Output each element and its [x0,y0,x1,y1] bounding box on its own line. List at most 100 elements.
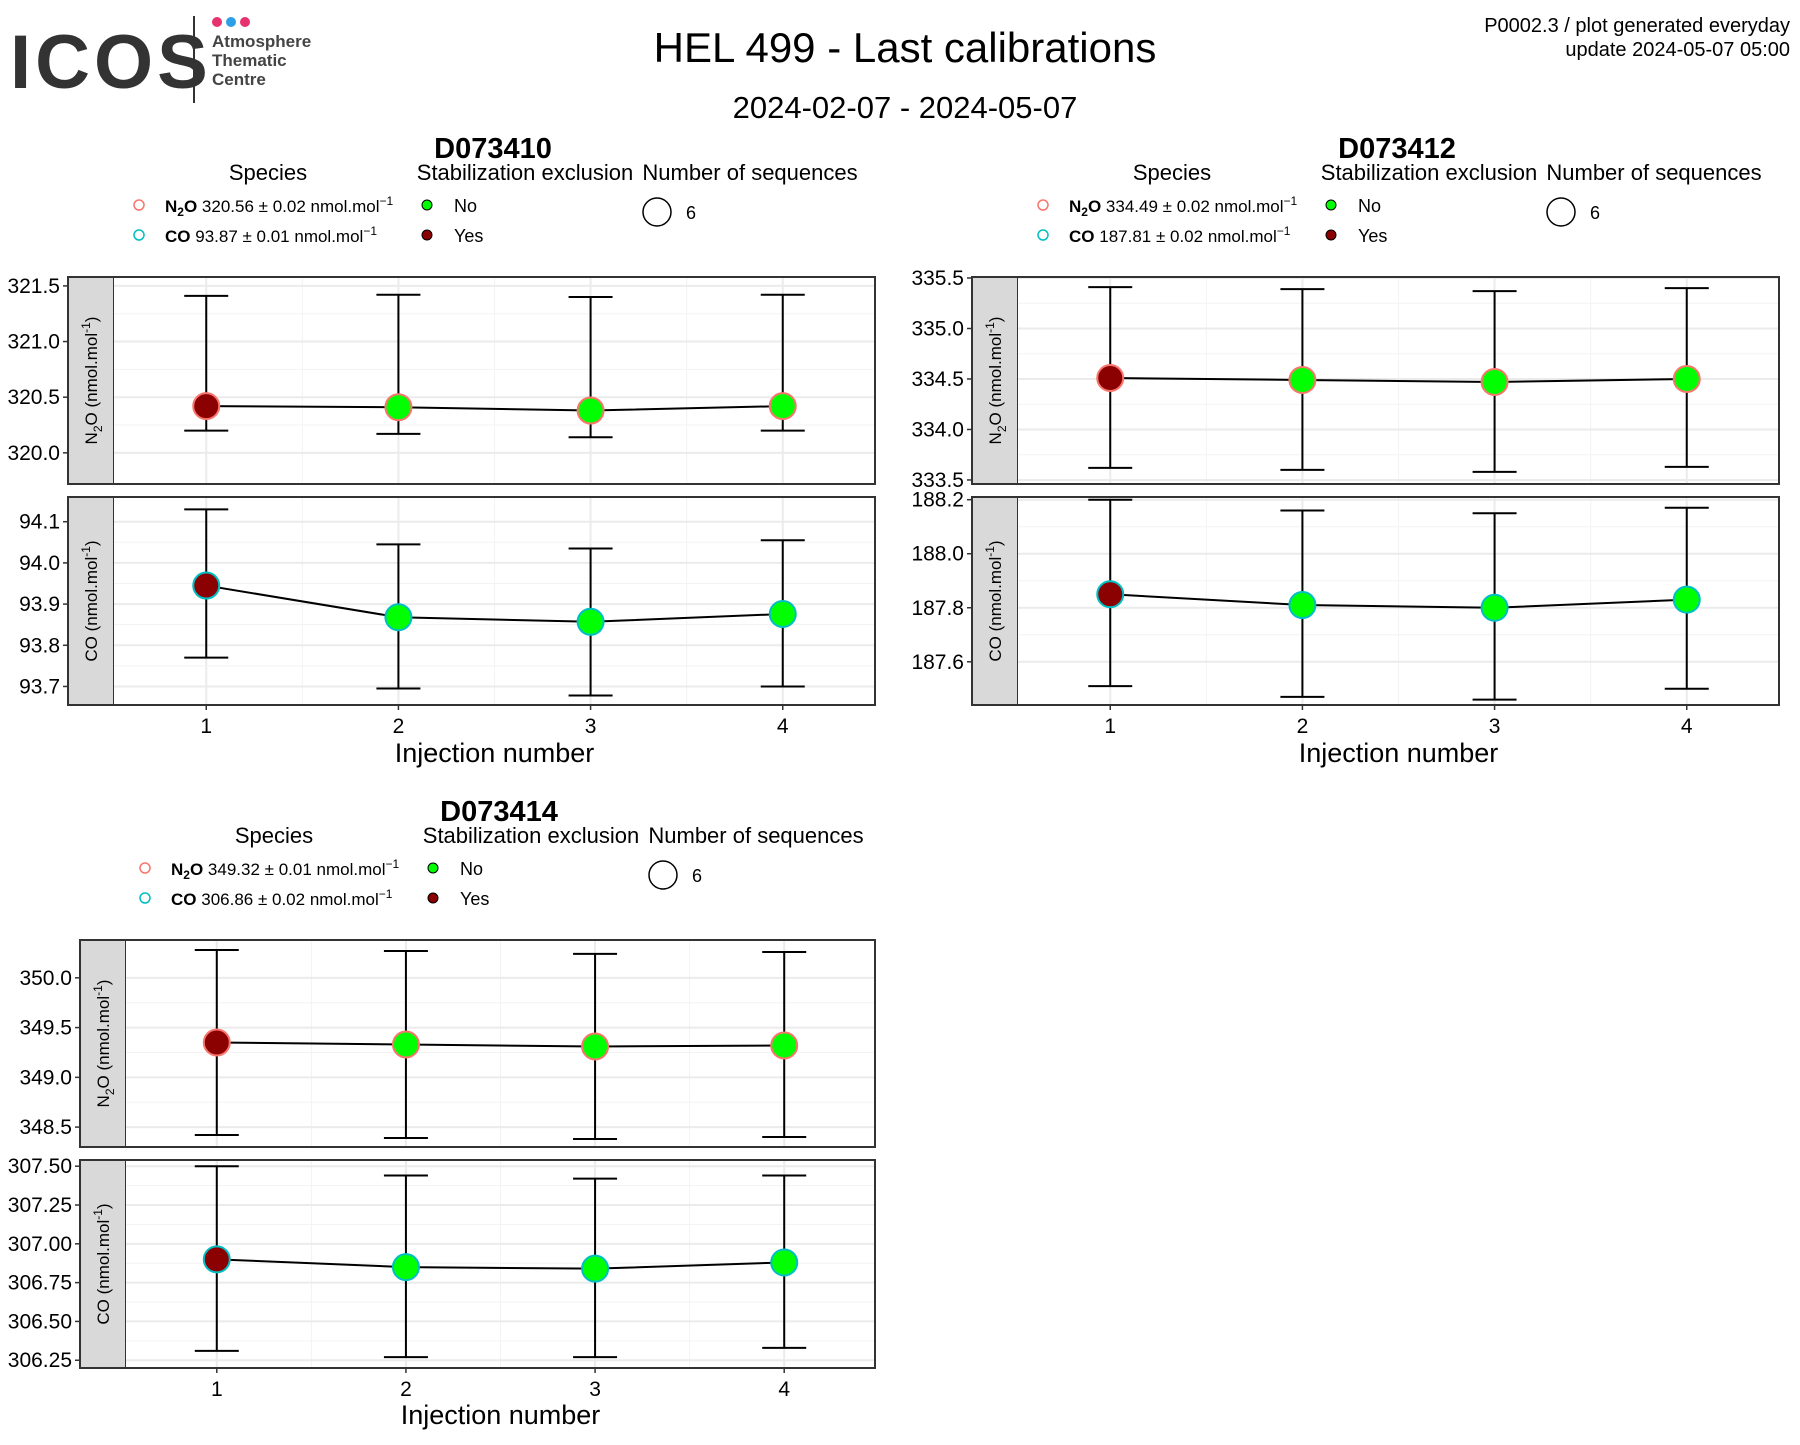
n2o-panel-border [67,276,876,485]
legend-label-yes: Yes [460,889,489,909]
logo-line-3: Centre [212,70,266,89]
co-data-point [1288,591,1317,620]
n2o-axis-label: N2O (nmol.mol-1) [79,317,105,445]
legend-label-no: No [1358,196,1381,216]
legend: Species Stabilization exclusion Number of … [133,160,858,246]
legend-label-n2o: N2O 334.49 ± 0.02 nmol.mol−1 [1069,194,1297,219]
legend-label-n2o: N2O 349.32 ± 0.01 nmol.mol−1 [171,857,399,882]
legend-key-co [139,892,151,904]
y-tick-label: 93.8 [19,634,60,657]
x-tick-label: 4 [1681,715,1693,738]
y-tick-label: 333.5 [911,469,964,492]
logo-line-1: Atmosphere [212,32,311,51]
n2o-data-point [1096,363,1125,392]
legend-key-yes [421,229,433,241]
co-panel: CO (nmol.mol-1) 306.25 306.50 306.75 307.00 3… [8,1155,876,1401]
legend-title-species: Species [1133,160,1211,185]
legend-key-co [133,229,145,241]
logo-dot-1 [212,17,222,27]
n2o-panel: N2O (nmol.mol-1) 320.0 320.5 321.0 321.5 [7,275,876,485]
y-tick-label: 348.5 [19,1116,72,1139]
x-tick-label: 4 [777,715,789,738]
n2o-panel: N2O (nmol.mol-1) 348.5 349.0 349.5 350.0 [19,939,876,1148]
chart-title: D073412 [1338,133,1456,165]
x-tick-label: 4 [778,1378,790,1401]
n2o-data-point [576,396,605,425]
legend-key-sequences [648,860,678,890]
logo-text: ICOS [10,20,212,105]
co-data-point [391,1253,420,1282]
n2o-series-line [216,1041,785,1048]
legend-label-sequences: 6 [686,203,696,223]
legend-title-species: Species [235,823,313,848]
y-tick-label: 321.0 [7,331,60,354]
co-data-point [581,1254,610,1283]
logo-dot-3 [240,17,250,27]
n2o-series-line [206,405,783,412]
n2o-axis-label: N2O (nmol.mol-1) [91,980,117,1108]
n2o-data-point [581,1032,610,1061]
y-tick-label: 187.6 [911,651,964,674]
n2o-data-point [1480,368,1509,397]
co-data-point [1480,593,1509,622]
n2o-data-point [192,392,221,421]
y-tick-label: 306.75 [8,1272,72,1295]
chart-D073414: D073414 Species Stabilization exclusion Num… [8,796,876,1430]
n2o-data-point [768,392,797,421]
x-axis-label: Injection number [395,738,595,768]
legend-title-sequences: Number of sequences [642,160,857,185]
legend-key-no [427,862,439,874]
y-tick-label: 188.2 [911,489,964,512]
y-tick-label: 307.25 [8,1194,72,1217]
legend-label-co: CO 187.81 ± 0.02 nmol.mol−1 [1069,224,1291,246]
x-tick-label: 3 [1489,715,1501,738]
legend-key-yes [1325,229,1337,241]
legend-key-n2o [133,199,145,211]
co-series-line [1110,593,1687,609]
y-tick-label: 320.0 [7,442,60,465]
legend-title-sequences: Number of sequences [648,823,863,848]
legend-title-stabilization: Stabilization exclusion [423,823,639,848]
co-axis-label: CO (nmol.mol-1) [91,1203,113,1324]
y-tick-label: 350.0 [19,967,72,990]
legend-label-sequences: 6 [1590,203,1600,223]
y-tick-label: 187.8 [911,597,964,620]
legend-key-n2o [139,862,151,874]
co-data-point [768,599,797,628]
co-axis-label: CO (nmol.mol-1) [983,540,1005,661]
n2o-series-line [1110,376,1687,384]
x-tick-label: 1 [200,715,212,738]
legend-label-no: No [454,196,477,216]
co-axis-label: CO (nmol.mol-1) [79,540,101,661]
chart-D073410: D073410 Species Stabilization exclusion Num… [7,133,876,768]
x-tick-label: 1 [1104,715,1116,738]
n2o-axis-label: N2O (nmol.mol-1) [983,317,1009,445]
co-data-point [202,1245,231,1274]
co-data-point [192,571,221,600]
y-tick-label: 335.0 [911,317,964,340]
y-tick-label: 320.5 [7,386,60,409]
co-data-point [1672,585,1701,614]
y-tick-label: 334.5 [911,368,964,391]
legend-label-sequences: 6 [692,866,702,886]
legend-label-yes: Yes [1358,226,1387,246]
co-panel: CO (nmol.mol-1) 93.7 93.8 93.9 94.0 94.1 1 2 3 4 [19,496,876,738]
page-title: HEL 499 - Last calibrations [654,24,1157,71]
legend-key-sequences [642,197,672,227]
legend-title-sequences: Number of sequences [1546,160,1761,185]
co-data-point [770,1248,799,1277]
co-panel-border [67,496,876,706]
legend-key-no [1325,199,1337,211]
y-tick-label: 94.1 [19,511,60,534]
legend-title-species: Species [229,160,307,185]
icos-logo: ICOS Atmosphere Thematic Centre [10,16,311,105]
co-series-line [216,1258,785,1270]
plot-id: P0002.3 / plot generated everyday [1484,15,1790,37]
n2o-data-point [770,1031,799,1060]
chart-title: D073410 [434,133,552,165]
n2o-data-point [391,1030,420,1059]
legend-key-n2o [1037,199,1049,211]
logo-dot-2 [226,17,236,27]
